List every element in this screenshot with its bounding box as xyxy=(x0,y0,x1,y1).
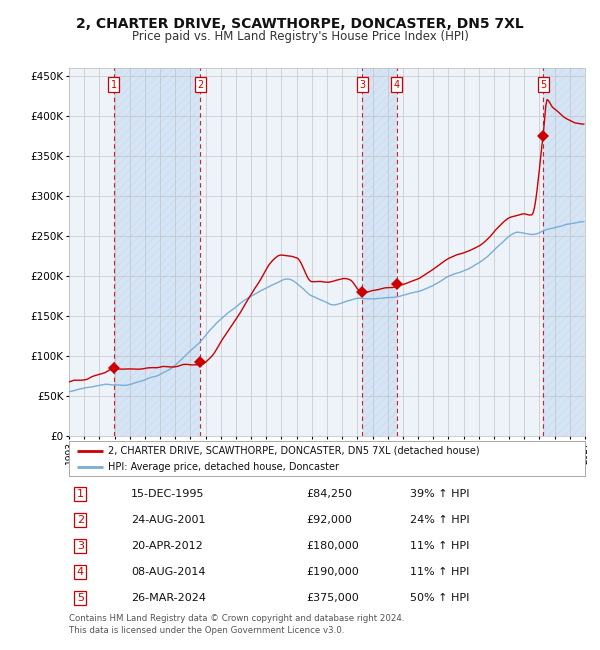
Text: Contains HM Land Registry data © Crown copyright and database right 2024.: Contains HM Land Registry data © Crown c… xyxy=(69,614,404,623)
Text: 4: 4 xyxy=(77,567,84,577)
Text: 1: 1 xyxy=(111,80,117,90)
Text: 26-MAR-2024: 26-MAR-2024 xyxy=(131,593,206,603)
Text: 50% ↑ HPI: 50% ↑ HPI xyxy=(410,593,469,603)
Text: 5: 5 xyxy=(540,80,546,90)
Bar xyxy=(362,68,397,436)
Text: 2, CHARTER DRIVE, SCAWTHORPE, DONCASTER, DN5 7XL (detached house): 2, CHARTER DRIVE, SCAWTHORPE, DONCASTER,… xyxy=(108,445,479,456)
Text: 5: 5 xyxy=(77,593,84,603)
Text: 1: 1 xyxy=(77,489,84,499)
Bar xyxy=(114,68,200,436)
Text: 15-DEC-1995: 15-DEC-1995 xyxy=(131,489,205,499)
Bar xyxy=(543,68,585,436)
Text: 39% ↑ HPI: 39% ↑ HPI xyxy=(410,489,469,499)
Text: 2: 2 xyxy=(77,515,84,525)
Text: 2, CHARTER DRIVE, SCAWTHORPE, DONCASTER, DN5 7XL: 2, CHARTER DRIVE, SCAWTHORPE, DONCASTER,… xyxy=(76,17,524,31)
Text: 3: 3 xyxy=(77,541,84,551)
Text: HPI: Average price, detached house, Doncaster: HPI: Average price, detached house, Donc… xyxy=(108,462,338,472)
Text: 3: 3 xyxy=(359,80,365,90)
Text: £375,000: £375,000 xyxy=(307,593,359,603)
Text: 24% ↑ HPI: 24% ↑ HPI xyxy=(410,515,469,525)
Text: £190,000: £190,000 xyxy=(307,567,359,577)
Text: 2: 2 xyxy=(197,80,203,90)
Bar xyxy=(114,68,200,436)
Bar xyxy=(543,68,585,436)
Text: 20-APR-2012: 20-APR-2012 xyxy=(131,541,203,551)
Bar xyxy=(200,68,362,436)
Text: 08-AUG-2014: 08-AUG-2014 xyxy=(131,567,205,577)
Text: This data is licensed under the Open Government Licence v3.0.: This data is licensed under the Open Gov… xyxy=(69,626,344,635)
Bar xyxy=(397,68,543,436)
Bar xyxy=(69,68,114,436)
Text: 24-AUG-2001: 24-AUG-2001 xyxy=(131,515,205,525)
Text: Price paid vs. HM Land Registry's House Price Index (HPI): Price paid vs. HM Land Registry's House … xyxy=(131,30,469,43)
Text: £84,250: £84,250 xyxy=(307,489,352,499)
Text: £180,000: £180,000 xyxy=(307,541,359,551)
Bar xyxy=(362,68,397,436)
Text: 4: 4 xyxy=(394,80,400,90)
Text: 11% ↑ HPI: 11% ↑ HPI xyxy=(410,541,469,551)
Text: 11% ↑ HPI: 11% ↑ HPI xyxy=(410,567,469,577)
Text: £92,000: £92,000 xyxy=(307,515,352,525)
